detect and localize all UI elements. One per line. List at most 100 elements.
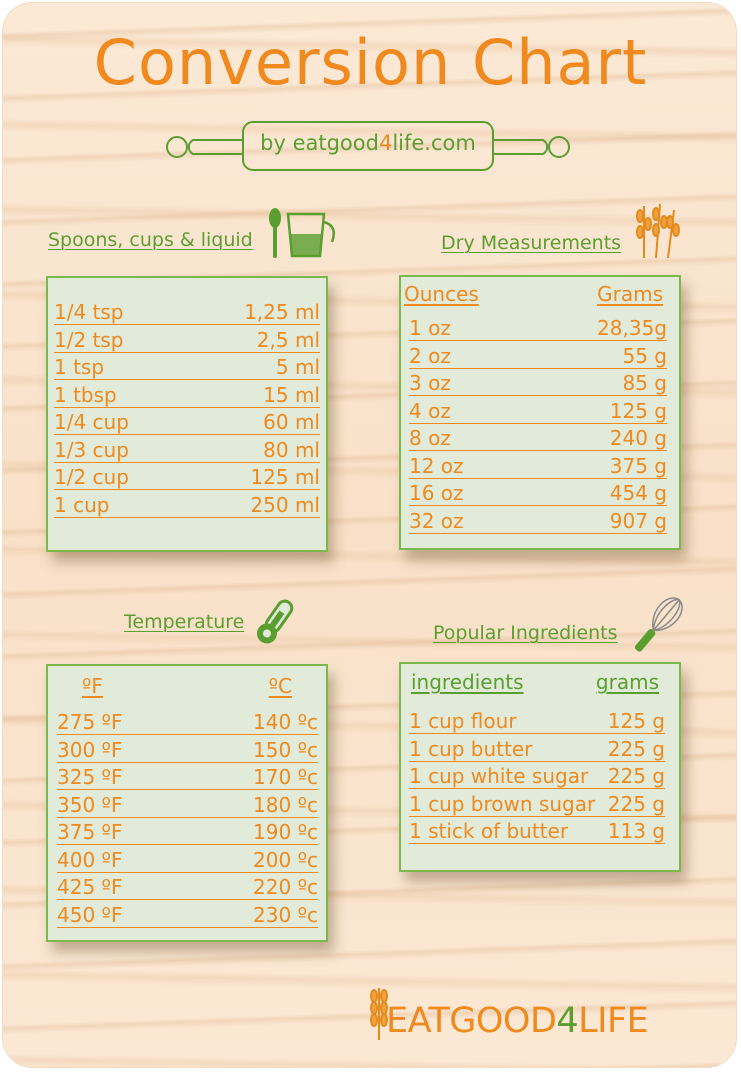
row-value: 454 g xyxy=(609,481,667,505)
byline-suffix: life.com xyxy=(392,131,476,155)
row-value: 230 ºc xyxy=(253,902,318,927)
dry-heading: Dry Measurements xyxy=(441,232,622,254)
row-value: 140 ºc xyxy=(253,710,318,734)
table-row: 1 stick of butter 113 g xyxy=(409,817,665,844)
row-value: 225 g xyxy=(607,736,665,761)
row-unit: 16 oz xyxy=(409,481,464,505)
row-value: 190 ºc xyxy=(253,820,318,844)
row-unit: 1 cup brown sugar xyxy=(409,791,596,816)
row-value: 5 ml xyxy=(275,355,320,379)
table-row: 1 cup white sugar 225 g xyxy=(409,762,665,789)
table-row: 425 ºF 220 ºc xyxy=(57,873,318,900)
temperature-heading: Temperature xyxy=(124,611,245,633)
table-row: 1 cup brown sugar 225 g xyxy=(409,790,665,817)
row-value: 180 ºc xyxy=(253,792,318,817)
table-row: 1/4 cup 60 ml xyxy=(54,408,320,435)
row-unit: 1 stick of butter xyxy=(409,819,569,843)
wheat-icon xyxy=(636,203,680,259)
table-row: 12 oz 375 g xyxy=(409,452,667,479)
wheat-logo-icon xyxy=(370,988,388,1040)
ing-col-grams: grams xyxy=(595,670,659,694)
row-value: 225 g xyxy=(607,791,665,816)
page-title: Conversion Chart xyxy=(93,26,648,99)
row-unit: 1 tsp xyxy=(54,355,105,379)
table-row: 1/2 cup 125 ml xyxy=(54,463,320,490)
row-value: 170 ºc xyxy=(253,765,318,789)
row-unit: 3 oz xyxy=(409,371,451,395)
temp-col-c: ºC xyxy=(268,674,292,698)
whisk-icon xyxy=(634,597,683,652)
row-value: 220 ºc xyxy=(253,875,318,899)
dry-col-grams: Grams xyxy=(597,282,663,306)
table-row: 4 oz 125 g xyxy=(409,397,667,424)
byline-accent: 4 xyxy=(378,131,393,155)
table-row: 375 ºF 190 ºc xyxy=(57,818,318,845)
row-value: 225 g xyxy=(607,764,665,788)
row-unit: 4 oz xyxy=(409,398,451,423)
table-row: 275 ºF 140 ºc xyxy=(57,708,318,735)
table-row: 325 ºF 170 ºc xyxy=(57,763,318,790)
table-row: 400 ºF 200 ºc xyxy=(57,846,318,873)
table-row: 1 cup 250 ml xyxy=(54,491,320,518)
table-row: 3 oz 85 g xyxy=(409,369,667,396)
row-value: 2,5 ml xyxy=(256,327,320,352)
row-unit: 350 ºF xyxy=(57,792,123,817)
row-value: 125 g xyxy=(607,709,665,733)
table-row: 1/2 tsp 2,5 ml xyxy=(54,326,320,353)
table-row: 1/3 cup 80 ml xyxy=(54,436,320,463)
row-unit: 1/2 cup xyxy=(54,465,129,489)
table-row: 1 cup flour 125 g xyxy=(409,707,665,734)
row-unit: 1/3 cup xyxy=(54,437,129,462)
row-unit: 300 ºF xyxy=(57,737,123,762)
spoons-heading: Spoons, cups & liquid xyxy=(48,229,253,251)
row-value: 1,25 ml xyxy=(244,300,320,324)
row-value: 15 ml xyxy=(263,382,320,407)
byline-banner: by eatgood4life.com xyxy=(163,118,573,174)
row-unit: 1/2 tsp xyxy=(54,327,124,352)
row-unit: 375 ºF xyxy=(57,820,123,844)
row-value: 125 ml xyxy=(250,465,320,489)
row-value: 907 g xyxy=(609,508,667,533)
row-value: 113 g xyxy=(607,819,665,843)
brand-logo: EATGOOD4LIFE xyxy=(386,1001,649,1041)
table-row: 1 tsp 5 ml xyxy=(54,353,320,380)
row-value: 200 ºc xyxy=(253,847,318,872)
row-unit: 8 oz xyxy=(409,426,451,450)
logo-part2: 4 xyxy=(556,1001,579,1041)
row-unit: 1/4 cup xyxy=(54,410,129,434)
row-value: 250 ml xyxy=(250,492,320,517)
row-unit: 450 ºF xyxy=(57,902,123,927)
row-unit: 1 cup white sugar xyxy=(409,764,589,788)
row-value: 150 ºc xyxy=(253,737,318,762)
byline: by eatgood4life.com xyxy=(163,131,573,155)
logo-part3: LIFE xyxy=(578,1001,649,1041)
table-row: 1 oz 28,35g xyxy=(409,314,667,341)
row-unit: 425 ºF xyxy=(57,875,123,899)
table-row: 32 oz 907 g xyxy=(409,507,667,534)
row-unit: 1/4 tsp xyxy=(54,300,124,324)
ingredients-heading: Popular Ingredients xyxy=(433,622,618,644)
temp-col-f: ºF xyxy=(82,674,103,698)
byline-prefix: by eatgood xyxy=(260,131,379,155)
row-unit: 1 cup xyxy=(54,492,110,517)
row-value: 85 g xyxy=(622,371,667,395)
spoons-card: 1/4 tsp 1,25 ml 1/2 tsp 2,5 ml 1 tsp 5 ml 1 tb… xyxy=(46,276,328,552)
row-value: 28,35g xyxy=(597,316,667,340)
row-unit: 400 ºF xyxy=(57,847,123,872)
row-unit: 1 oz xyxy=(409,316,451,340)
table-row: 16 oz 454 g xyxy=(409,479,667,506)
row-value: 80 ml xyxy=(263,437,320,462)
measuring-cup-icon xyxy=(269,208,335,258)
row-unit: 1 cup butter xyxy=(409,736,533,761)
row-unit: 2 oz xyxy=(409,343,451,368)
row-value: 375 g xyxy=(609,453,667,478)
row-unit: 275 ºF xyxy=(57,710,123,734)
rolling-pin-icon xyxy=(166,121,570,171)
thermometer-icon xyxy=(256,599,294,644)
table-row: 350 ºF 180 ºc xyxy=(57,791,318,818)
logo-part1: EATGOOD xyxy=(386,1001,557,1041)
dry-col-ounces: Ounces xyxy=(404,282,479,306)
row-value: 55 g xyxy=(622,343,667,368)
row-unit: 32 oz xyxy=(409,508,464,533)
